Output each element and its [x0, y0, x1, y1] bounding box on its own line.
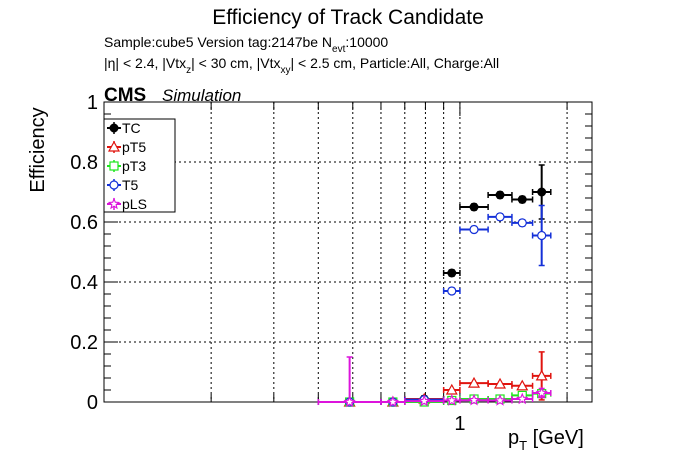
chart-subtitle-1: Sample:cube5 Version tag:2147be Nevt:100… — [104, 34, 388, 55]
subtitle-2-part-c: | < 30 cm, |Vtx — [191, 55, 280, 71]
x-axis-title: pT [GeV] — [508, 427, 584, 453]
point-marker — [467, 376, 481, 388]
subtitle-1-part-c: :10000 — [345, 34, 388, 50]
point-marker — [495, 212, 505, 222]
data-point — [459, 376, 489, 388]
grid-lines — [104, 102, 592, 402]
data-point — [459, 393, 489, 406]
point-marker — [467, 393, 481, 406]
chart-title: Efficiency of Track Candidate — [212, 6, 484, 29]
legend: TC pT5 pT3 T5 pLS — [103, 118, 176, 213]
point-marker — [495, 190, 505, 200]
data-point — [511, 379, 534, 391]
y-tick-label: 0.4 — [70, 272, 98, 294]
point-marker — [447, 286, 457, 296]
data-point — [380, 395, 406, 408]
data-point — [442, 394, 461, 406]
point-marker — [445, 383, 458, 395]
subtitle-2-part-b: z — [186, 65, 191, 76]
point-marker — [516, 379, 529, 391]
data-point — [459, 202, 489, 212]
x-tick-label: 1 — [454, 413, 465, 435]
legend-label: pT5 — [122, 139, 146, 155]
x-axis-title-part-a: p — [508, 427, 519, 449]
data-point — [511, 195, 534, 204]
point-marker — [494, 377, 507, 389]
axis-ticks: 1 0 0.2 0.4 0.6 0.8 1 — [70, 92, 592, 435]
subtitle-2-part-d: xy — [280, 65, 290, 76]
data-point — [487, 394, 513, 406]
subtitle-1-part-b: evt — [332, 44, 346, 55]
point-marker — [447, 268, 457, 278]
simulation-label: Simulation — [162, 86, 241, 105]
data-point — [531, 204, 552, 267]
series-tc — [317, 164, 552, 407]
y-tick-label: 0.2 — [70, 332, 98, 354]
point-marker — [517, 218, 527, 228]
y-tick-label: 0.8 — [70, 152, 98, 174]
legend-entry-t5: T5 — [107, 177, 139, 193]
data-series — [317, 164, 552, 408]
data-point — [442, 383, 461, 395]
y-axis-title: Efficiency — [27, 107, 49, 192]
legend-marker — [109, 180, 119, 190]
legend-label: pT3 — [122, 158, 146, 174]
data-point — [511, 392, 534, 405]
data-point — [531, 386, 552, 399]
data-point — [317, 356, 382, 408]
y-tick-label: 0 — [87, 392, 98, 414]
subtitle-1-part-a: Sample:cube5 Version tag:2147be N — [104, 34, 332, 50]
point-marker — [535, 369, 548, 381]
point-marker — [469, 202, 479, 212]
data-point — [442, 268, 461, 278]
legend-marker — [107, 197, 121, 210]
legend-marker — [109, 161, 119, 171]
series-pls — [317, 356, 552, 408]
data-point — [487, 377, 513, 389]
point-marker — [386, 395, 400, 408]
data-point — [531, 164, 552, 220]
legend-label: TC — [122, 120, 141, 136]
point-marker — [493, 394, 507, 406]
point-marker — [537, 230, 547, 241]
point-marker — [469, 224, 479, 235]
data-point — [487, 212, 513, 222]
data-point — [487, 190, 513, 200]
legend-marker — [109, 123, 119, 133]
data-point — [511, 218, 534, 228]
subtitle-2-part-e: | < 2.5 cm, Particle:All, Charge:All — [290, 55, 499, 71]
cms-label: CMS — [104, 85, 146, 106]
legend-entry-tc: TC — [107, 120, 141, 136]
chart-subtitle-2: |η| < 2.4, |Vtxz| < 30 cm, |Vtxxy| < 2.5… — [104, 55, 499, 76]
legend-label: T5 — [122, 177, 139, 193]
data-point — [404, 394, 445, 407]
series-t5 — [317, 204, 552, 407]
data-point — [442, 286, 461, 296]
legend-marker — [107, 140, 121, 152]
data-point — [459, 224, 489, 235]
point-marker — [517, 195, 527, 204]
legend-label: pLS — [122, 196, 147, 212]
legend-entry-pls: pLS — [107, 196, 147, 212]
point-marker — [516, 392, 529, 405]
x-axis-title-part-b: T — [519, 438, 527, 453]
y-tick-label: 0.6 — [70, 212, 98, 234]
x-axis-title-part-c: [GeV] — [527, 427, 584, 449]
y-tick-label: 1 — [87, 92, 98, 114]
legend-entry-pt5: pT5 — [107, 139, 146, 155]
point-marker — [535, 386, 548, 399]
point-marker — [418, 394, 431, 407]
point-marker — [445, 394, 458, 406]
subtitle-2-part-a: |η| < 2.4, |Vtx — [104, 55, 186, 71]
point-marker — [537, 187, 547, 197]
point-marker — [343, 395, 356, 408]
legend-entry-pt3: pT3 — [107, 158, 146, 174]
